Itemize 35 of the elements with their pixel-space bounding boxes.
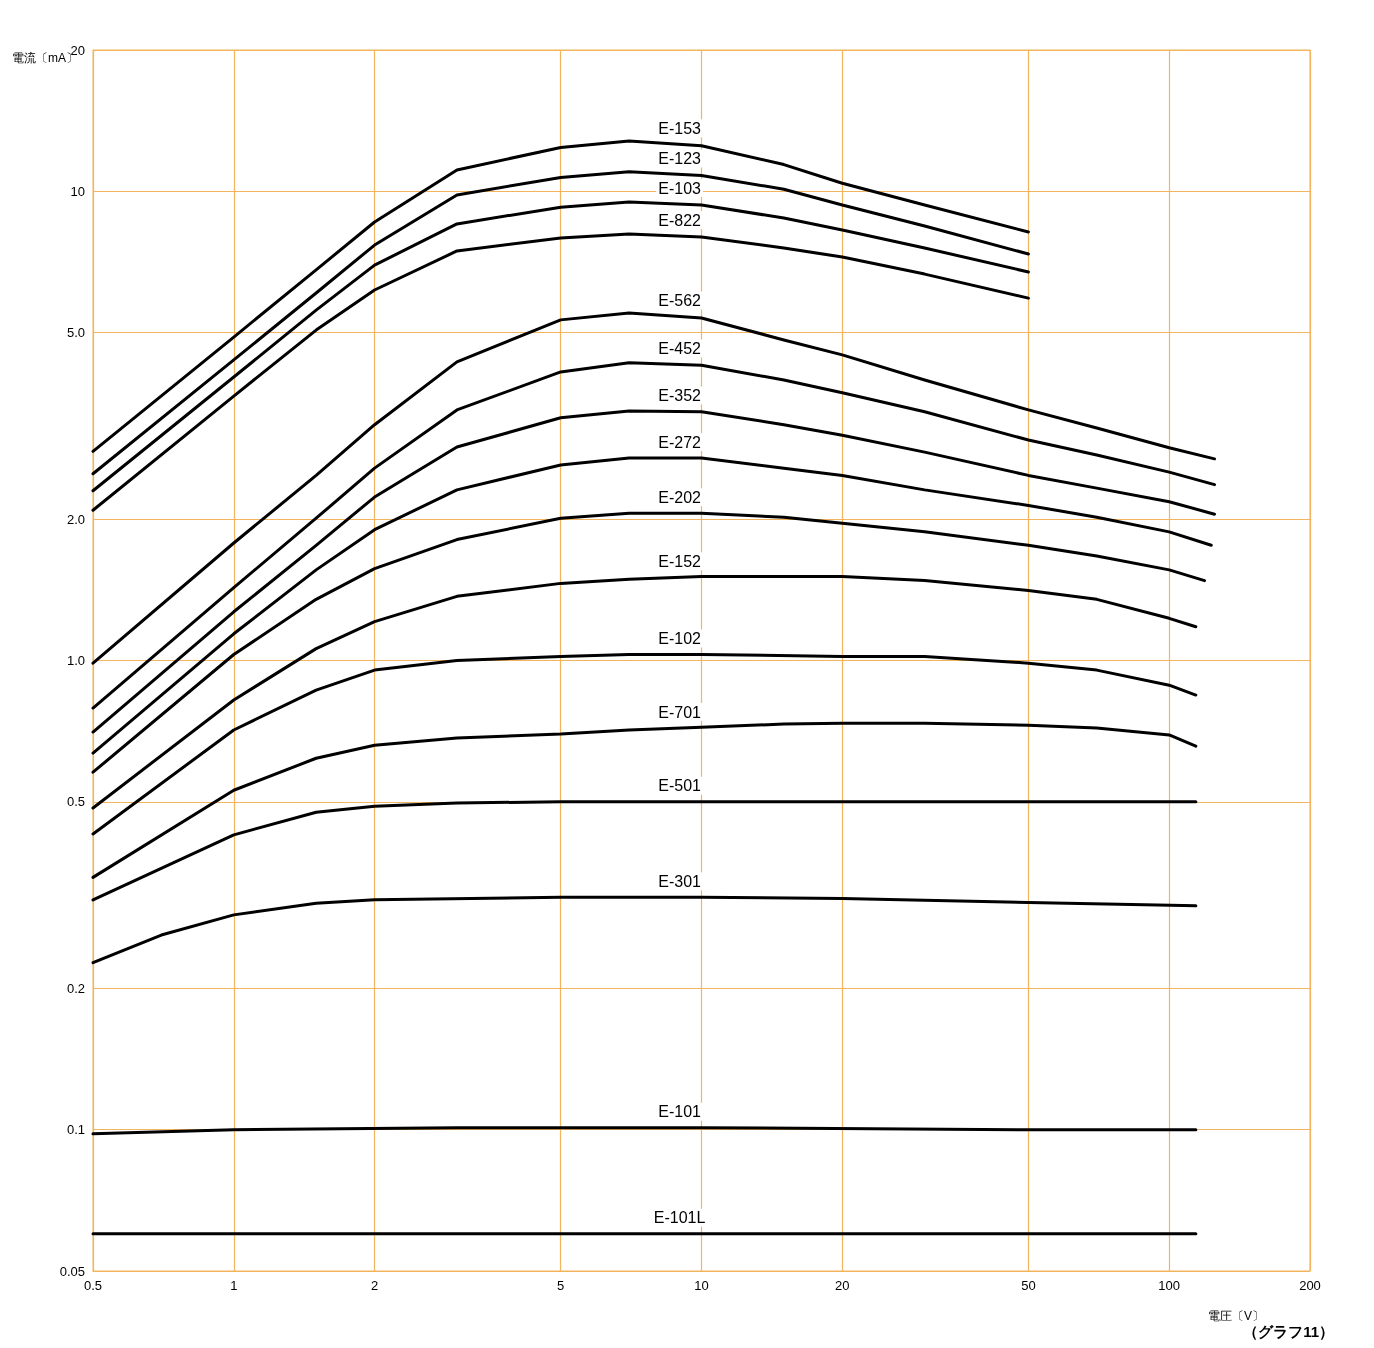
x-tick-label: 10 <box>694 1278 709 1293</box>
series-label: E-152 <box>658 552 702 570</box>
series-label: E-103 <box>658 179 702 197</box>
y-tick-label: 0.5 <box>66 794 85 810</box>
series-label: E-562 <box>658 291 702 309</box>
series-label: E-153 <box>658 119 702 137</box>
text: （グラフ11） <box>1243 1323 1334 1340</box>
y-tick-label: 1.0 <box>66 653 85 668</box>
x-axis-title: 電圧〔V〕 <box>1208 1309 1265 1323</box>
x-tick-label: 100 <box>1158 1278 1181 1293</box>
x-tick-label: 200 <box>1299 1278 1321 1293</box>
series-label: E-101 <box>658 1103 702 1121</box>
series-label: E-101L <box>653 1209 706 1227</box>
series-label: E-452 <box>658 339 702 357</box>
y-tick-label: 2.0 <box>66 511 85 527</box>
series-label: E-822 <box>658 211 702 229</box>
series-label: E-272 <box>658 433 702 451</box>
x-tick-label: 5 <box>557 1278 565 1293</box>
series-label: E-352 <box>658 387 702 405</box>
x-tick-label: 1 <box>230 1278 238 1293</box>
series-label: E-202 <box>658 488 702 506</box>
series-label: E-301 <box>658 872 702 890</box>
x-tick-label: 0.5 <box>83 1278 103 1293</box>
series-label: E-123 <box>658 149 702 167</box>
y-tick-label: 10 <box>70 183 85 199</box>
y-tick-label: 0.1 <box>66 1122 85 1138</box>
series-label: E-102 <box>658 629 702 647</box>
y-tick-label: 0.05 <box>59 1263 85 1279</box>
x-tick-label: 50 <box>1021 1278 1036 1293</box>
series-label: E-701 <box>658 703 702 721</box>
y-tick-label: 5.0 <box>66 325 85 341</box>
series-label: E-501 <box>658 777 702 795</box>
y-tick-label: 0.2 <box>66 980 85 996</box>
x-tick-label: 20 <box>835 1278 850 1293</box>
x-tick-label: 2 <box>370 1278 379 1293</box>
